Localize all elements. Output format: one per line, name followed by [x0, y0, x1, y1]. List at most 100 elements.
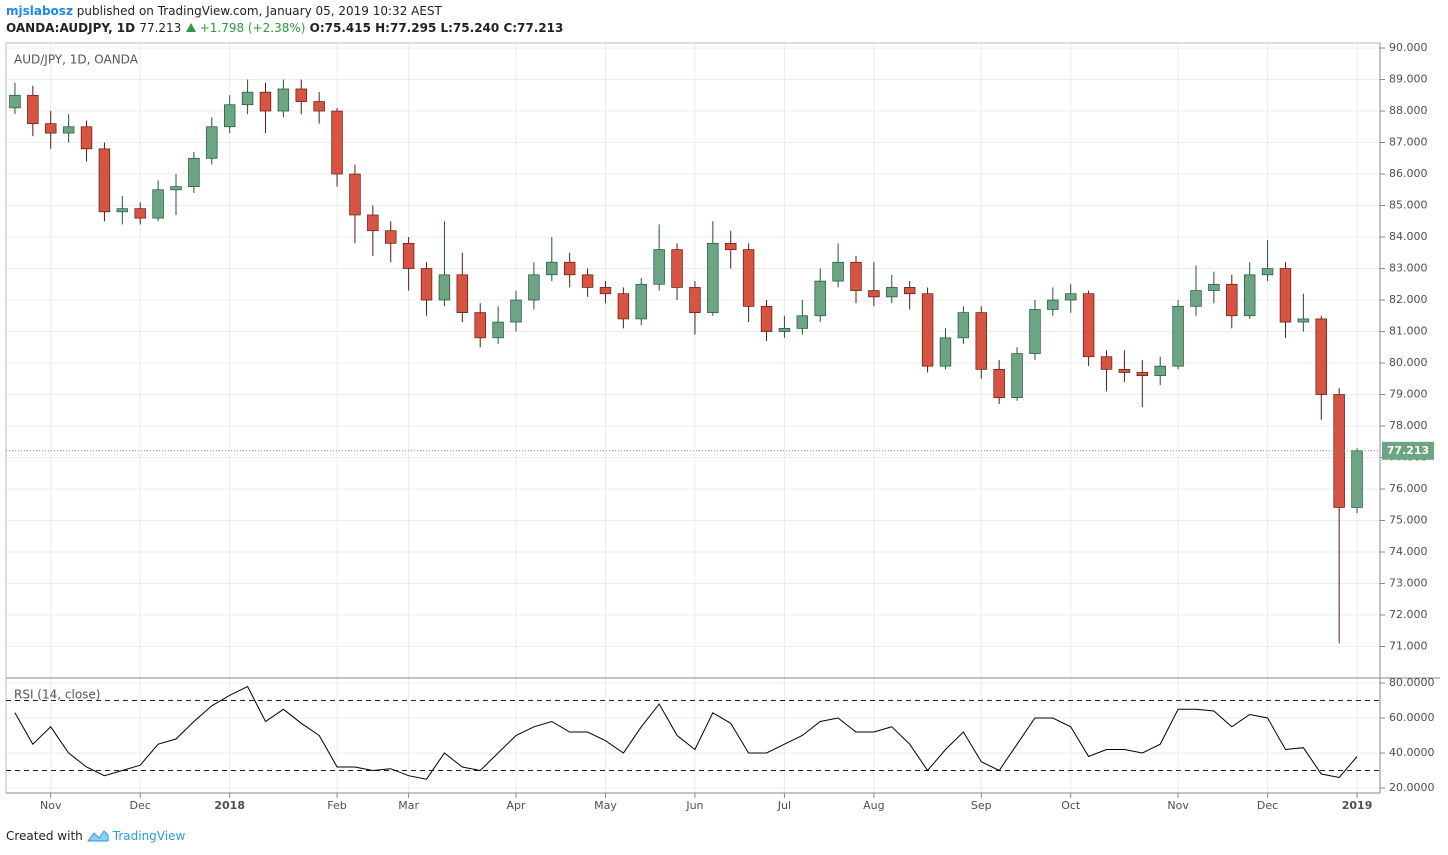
candle-body [438, 274, 451, 301]
y-tick-label: 82.000 [1389, 293, 1428, 306]
brand[interactable]: TradingView [112, 829, 186, 843]
candle-body [1011, 353, 1023, 399]
x-tick-label: May [594, 799, 617, 812]
y-tick-label: 87.000 [1389, 136, 1428, 149]
candle-body [850, 261, 862, 291]
y-tick-label: 88.000 [1389, 104, 1428, 117]
ohlc: O:75.415 [309, 21, 371, 35]
last: 77.213 [139, 21, 182, 35]
candle-body [563, 261, 576, 276]
candle-body [1100, 356, 1113, 370]
candle-body [367, 214, 379, 232]
candle-body [1047, 299, 1059, 310]
x-tick-label: Sep [971, 799, 992, 812]
candle-body [707, 242, 719, 313]
candle-body [1261, 268, 1274, 276]
candle-body [581, 274, 594, 288]
y-tick-label: 79.000 [1389, 388, 1428, 401]
candle-body [528, 274, 540, 301]
candle-body [814, 280, 826, 317]
change: +1.798 (+2.38%) [199, 21, 306, 35]
candle-body [223, 104, 236, 128]
candle-body [385, 230, 397, 244]
y-tick-label: 90.000 [1389, 41, 1428, 54]
candle-body [259, 91, 272, 112]
candle-body [402, 242, 415, 269]
x-tick-label: Dec [1257, 799, 1278, 812]
candle-body [993, 368, 1005, 399]
chart-title: AUD/JPY, 1D, OANDA [14, 53, 139, 67]
y-tick-label: 84.000 [1389, 230, 1428, 243]
up-arrow [185, 23, 196, 32]
y-tick-label: 60.0000 [1389, 711, 1435, 724]
candle-body [80, 126, 93, 150]
y-tick-label: 80.0000 [1389, 676, 1435, 689]
chart: AUD/JPY, 1D, OANDA RSI (14, close) 90.00… [5, 41, 1440, 812]
rsi-line [14, 685, 1358, 780]
candle-body [599, 287, 612, 295]
candle-body [635, 283, 647, 320]
y-tick-label: 71.000 [1389, 640, 1428, 653]
candle-body [546, 261, 558, 276]
candle-body [349, 173, 361, 216]
candle-body [921, 293, 934, 367]
candle-body [277, 88, 290, 112]
candle-body [1065, 293, 1077, 301]
candle-body [331, 110, 343, 175]
x-tick-label: Nov [1167, 799, 1189, 812]
x-tick-label: Jul [777, 799, 791, 812]
candle-body [241, 91, 254, 106]
candle-body [760, 305, 773, 332]
candle-body [295, 88, 307, 102]
candle-body [206, 126, 218, 159]
candle-body [1315, 318, 1327, 395]
footer: Created with TradingView [6, 829, 185, 843]
created: Created with [6, 829, 83, 843]
candle-body [903, 287, 916, 295]
candle-body [152, 189, 164, 219]
candle-body [1118, 368, 1131, 373]
y-tick-label: 76.000 [1389, 482, 1428, 495]
candle-body [98, 148, 111, 213]
candle-body [796, 315, 809, 329]
candle-body [1172, 305, 1184, 367]
y-tick-label: 81.000 [1389, 325, 1428, 338]
candle-body [742, 249, 755, 307]
candle-body [1154, 365, 1166, 376]
candle-body [456, 274, 469, 313]
candle-body [9, 94, 21, 109]
y-tick-label: 78.000 [1389, 419, 1428, 432]
user[interactable]: mjslabosz [6, 4, 73, 18]
last-price-label: 77.213 [1387, 444, 1429, 457]
candle-body [62, 126, 75, 134]
last-price-box [1382, 441, 1434, 460]
candle-body [1136, 372, 1149, 376]
candle-body [653, 249, 665, 285]
x-tick-label: Jun [685, 799, 703, 812]
candle-body [1208, 283, 1220, 291]
candle-body [134, 208, 146, 219]
candle-body [1029, 309, 1041, 354]
candle-body [116, 208, 129, 213]
candle-body [492, 321, 504, 339]
candle-body [886, 287, 898, 298]
logo [86, 830, 109, 842]
candle-body [1243, 274, 1256, 317]
y-tick-label: 72.000 [1389, 608, 1428, 621]
y-tick-label: 74.000 [1389, 545, 1428, 558]
x-tick-label: Aug [863, 799, 884, 812]
x-tick-label: Oct [1061, 799, 1081, 812]
candle-body [1226, 283, 1238, 317]
x-tick-label: 2018 [214, 799, 245, 812]
candle-body [778, 328, 791, 332]
candle-body [27, 94, 39, 124]
candle-body [420, 268, 433, 301]
x-tick-label: Feb [327, 799, 346, 812]
published: published on TradingView.com, January 05… [76, 4, 442, 18]
candle-body [474, 312, 486, 339]
candle-body [725, 242, 737, 250]
candle-body [313, 101, 325, 112]
candle-body [1279, 268, 1292, 323]
x-tick-label: Nov [40, 799, 62, 812]
header-line: mjslabosz published on TradingView.com, … [6, 4, 442, 18]
